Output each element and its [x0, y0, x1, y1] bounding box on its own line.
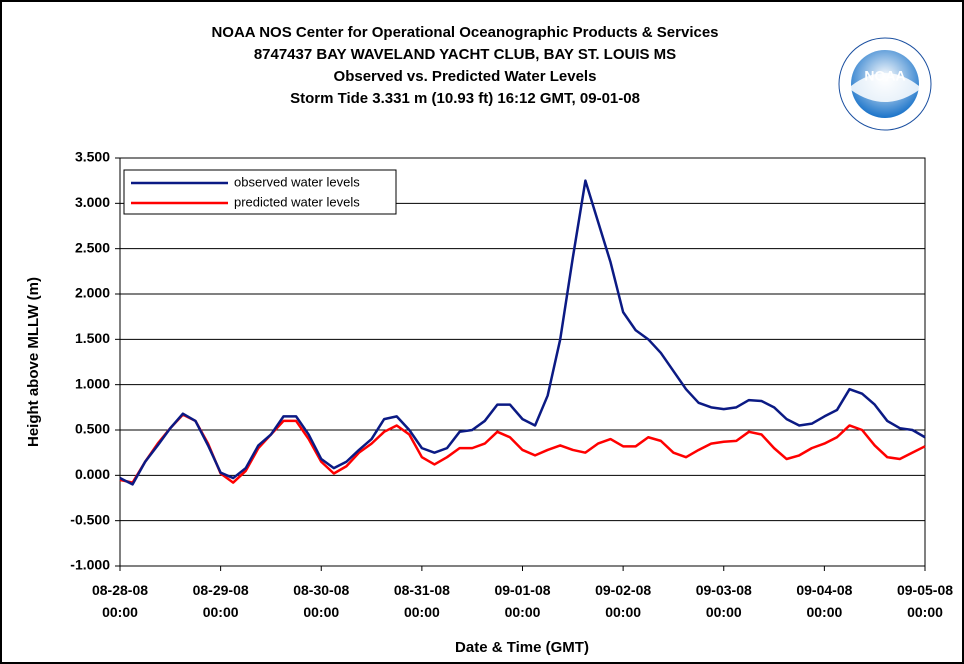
y-tick-label: 3.500	[75, 149, 110, 165]
logo-wave	[851, 73, 919, 102]
x-tick-label: 09-02-08 00:00	[595, 582, 652, 620]
series-line	[119, 413, 926, 484]
y-tick-label: 0.000	[75, 466, 110, 482]
y-tick-label: 2.000	[75, 285, 110, 301]
x-tick-label: 09-03-08 00:00	[695, 582, 752, 620]
series-line	[119, 179, 926, 486]
title-line: Storm Tide 3.331 m (10.93 ft) 16:12 GMT,…	[290, 90, 640, 107]
y-tick-label: 1.000	[75, 375, 110, 391]
y-tick-label: -1.000	[70, 557, 110, 573]
y-axis-title: Height above MLLW (m)	[25, 277, 42, 447]
x-tick-label: 08-28-08 00:00	[91, 582, 149, 620]
y-tick-label: 0.500	[75, 421, 110, 437]
x-tick-label: 08-30-08 00:00	[293, 582, 350, 620]
title-line: 8747437 BAY WAVELAND YACHT CLUB, BAY ST.…	[254, 46, 676, 63]
x-tick-label: 08-31-08 00:00	[393, 582, 450, 620]
logo-text: NOAA	[864, 68, 905, 84]
legend-label: observed water levels	[234, 174, 360, 189]
y-tick-label: 2.500	[75, 239, 110, 255]
logo: NOAA	[838, 37, 932, 131]
y-tick-label: -0.500	[70, 511, 110, 527]
x-tick-label: 08-29-08 00:00	[192, 582, 249, 620]
x-tick-label: 09-04-08 00:00	[796, 582, 853, 620]
y-tick-label: 3.000	[75, 194, 110, 210]
x-axis-title: Date & Time (GMT)	[455, 639, 589, 656]
legend-label: predicted water levels	[234, 194, 360, 209]
x-tick-label: 09-05-08 00:00	[896, 582, 954, 620]
title-line: NOAA NOS Center for Operational Oceanogr…	[211, 24, 718, 41]
plot-area	[119, 157, 926, 567]
title-line: Observed vs. Predicted Water Levels	[334, 68, 597, 85]
y-tick-label: 1.500	[75, 330, 110, 346]
legend-box	[123, 169, 397, 215]
x-tick-label: 09-01-08 00:00	[494, 582, 551, 620]
